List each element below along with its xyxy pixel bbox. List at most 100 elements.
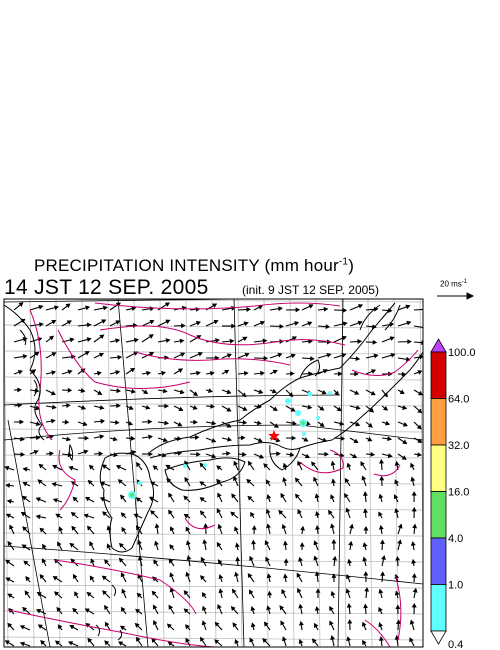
wind-arrow-head xyxy=(19,419,25,425)
wind-arrow-head xyxy=(402,439,408,445)
wind-arrow-head xyxy=(117,354,123,360)
wind-arrow-head xyxy=(49,335,55,341)
wind-arrow-head xyxy=(249,555,254,561)
wind-arrow-head xyxy=(5,513,11,519)
wind-arrow-head xyxy=(234,638,240,644)
wind-arrow-head xyxy=(115,338,121,344)
wind-arrow-head xyxy=(395,604,401,610)
wind-arrow-head xyxy=(289,452,295,458)
wind-arrow-head xyxy=(184,476,189,483)
wind-arrow-head xyxy=(319,406,325,411)
wind-arrow-head xyxy=(101,319,107,324)
wind-arrow-head xyxy=(397,523,403,529)
wind-arrow-head xyxy=(135,525,141,531)
wind-arrow-head xyxy=(37,479,43,485)
wind-arrow-head xyxy=(133,337,139,343)
wind-arrow-head xyxy=(196,370,201,376)
wind-arrow-head xyxy=(290,407,296,412)
wind-arrow-head xyxy=(357,304,364,309)
wind-arrow-head xyxy=(58,526,64,532)
wind-arrow-head xyxy=(294,477,300,483)
wind-arrow-head xyxy=(5,577,11,582)
wind-arrow-head xyxy=(115,464,121,470)
wind-arrow-head xyxy=(303,437,309,442)
wind-arrow-head xyxy=(185,637,190,643)
wind-arrow-head xyxy=(314,493,320,499)
wind-arrow-head xyxy=(116,403,121,409)
wind-arrow-head xyxy=(249,589,254,595)
wind-arrow-head xyxy=(38,304,44,310)
wind-arrow-head xyxy=(64,419,70,425)
wind-arrow-head xyxy=(243,321,249,327)
wind-arrow-head xyxy=(410,462,415,468)
wind-arrow-head xyxy=(411,602,417,608)
wind-arrow-head xyxy=(192,391,199,396)
colorbar-level-label: 16.0 xyxy=(448,487,469,499)
wind-arrow-head xyxy=(337,371,343,377)
coastlines xyxy=(4,302,423,641)
wind-arrow-head xyxy=(21,495,28,501)
wind-arrow-head xyxy=(378,636,384,641)
wind-arrow-head xyxy=(346,603,352,608)
wind-arrow-head xyxy=(410,541,416,546)
wind-arrow-head xyxy=(411,573,417,578)
wind-arrow-head xyxy=(341,352,347,358)
wind-arrow-head xyxy=(5,483,11,488)
wind-arrow-head xyxy=(272,369,278,375)
wind-arrow-head xyxy=(267,590,273,596)
wind-arrow-head xyxy=(154,540,159,546)
wind-arrow-head xyxy=(17,402,23,408)
wind-arrow-head xyxy=(298,556,303,562)
wind-arrow-head xyxy=(169,544,175,550)
title-text: PRECIPITATION INTENSITY (mm hour xyxy=(34,256,339,275)
wind-arrow-head xyxy=(180,352,186,357)
wind-arrow-head xyxy=(272,406,278,412)
location-star-icon xyxy=(268,430,280,441)
wind-arrow-head xyxy=(38,463,44,469)
wind-arrow-head xyxy=(241,392,247,398)
wind-arrow-head xyxy=(135,497,141,502)
wind-arrow-head xyxy=(72,573,78,580)
wind-arrow-head xyxy=(308,371,313,377)
wind-arrow-head xyxy=(363,603,368,609)
wind-arrow-head xyxy=(394,590,400,596)
wind-arrow-head xyxy=(218,559,223,565)
wind-arrow-head xyxy=(137,555,143,561)
wind-arrow-head xyxy=(193,419,198,425)
wind-arrow-head xyxy=(307,321,313,326)
colorbar-level-label: 1.0 xyxy=(448,580,463,592)
wind-arrow-head xyxy=(177,422,183,427)
wind-arrow-head xyxy=(130,388,136,394)
map-title: PRECIPITATION INTENSITY (mm hour-1) xyxy=(34,256,354,276)
wind-arrow-head xyxy=(251,539,256,545)
wind-arrow-head xyxy=(168,604,174,610)
wind-arrow-head xyxy=(185,624,190,630)
wind-arrow-head xyxy=(52,498,58,503)
wind-arrow-head xyxy=(51,352,57,357)
wind-arrow-head xyxy=(311,461,316,467)
wind-arrow-head xyxy=(120,512,126,518)
wind-arrow-head xyxy=(368,407,375,413)
wind-arrow-head xyxy=(181,323,186,329)
wind-arrow-head xyxy=(266,523,271,529)
precipitation-patches xyxy=(128,391,332,499)
wind-arrow-head xyxy=(183,513,189,519)
wind-scale-exponent: -1 xyxy=(461,279,468,285)
wind-arrow-head xyxy=(19,641,25,647)
wind-arrow-head xyxy=(211,420,217,426)
wind-arrow-head xyxy=(363,508,368,514)
wind-arrow-head xyxy=(210,403,216,409)
wind-arrow-head xyxy=(149,496,155,502)
wind-arrow-head xyxy=(299,542,305,547)
wind-arrow-head xyxy=(4,465,10,471)
wind-arrow-head xyxy=(149,319,155,325)
wind-arrow-head xyxy=(131,306,137,311)
wind-arrow-head xyxy=(115,302,121,307)
colorbar-under-triangle xyxy=(430,630,447,645)
wind-arrow-head xyxy=(417,408,423,414)
wind-arrow-head xyxy=(217,523,223,529)
wind-arrow-head xyxy=(257,305,264,310)
wind-arrow-head xyxy=(345,588,351,594)
wind-arrow-head xyxy=(339,421,345,426)
wind-arrow-head xyxy=(234,526,239,532)
